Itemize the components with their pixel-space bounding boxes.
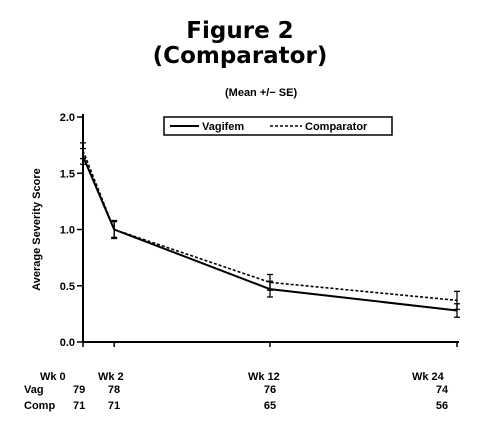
chart-subtitle: (Comparator) [152, 43, 328, 69]
y-tick-label: 2.0 [60, 112, 75, 124]
table-cell: 65 [264, 400, 276, 412]
table-cell: 74 [436, 384, 449, 396]
y-tick-label: 1.0 [60, 225, 75, 237]
chart-title: Figure 2 [186, 18, 294, 44]
table-cell: 78 [108, 384, 120, 396]
comparator-line [82, 150, 458, 302]
x-tick-label: Wk 24 [412, 371, 445, 383]
vagifem-line [82, 155, 458, 312]
y-axis-label: Average Severity Score [31, 168, 43, 291]
chart-note: (Mean +/− SE) [225, 87, 298, 99]
table-cell: 76 [264, 384, 276, 396]
table-cell: 79 [73, 384, 85, 396]
x-tick-label: Wk 12 [248, 371, 280, 383]
y-tick-label: 0.0 [60, 337, 75, 349]
x-tick-label: Wk 0 [40, 371, 66, 383]
legend-label-comparator: Comparator [305, 121, 368, 133]
table-cell: 56 [436, 400, 448, 412]
x-tick-label: Wk 2 [98, 371, 124, 383]
table-row-label: Comp [24, 400, 55, 412]
y-tick-label: 1.5 [60, 168, 75, 180]
table-row-label: Vag [24, 384, 44, 396]
legend-label-vagifem: Vagifem [202, 121, 244, 133]
y-tick-label: 0.5 [60, 281, 75, 293]
table-cell: 71 [73, 400, 85, 412]
table-cell: 71 [108, 400, 120, 412]
